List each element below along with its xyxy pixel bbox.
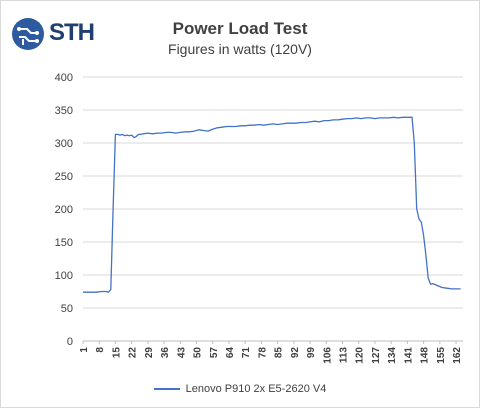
x-tick-label: 22	[128, 347, 139, 359]
line-chart: 0 50 100 150 200 250 300 350 400 1 8 15 22 29 36 43 50 57…	[55, 72, 463, 364]
y-tick-label: 250	[55, 171, 73, 183]
x-tick-label: 85	[274, 347, 285, 359]
x-tick-label: 29	[144, 347, 155, 359]
y-tick-label: 50	[61, 303, 73, 315]
x-tick-label: 162	[452, 347, 463, 364]
x-tick-label: 1	[79, 347, 90, 353]
y-tick-label: 100	[55, 270, 73, 282]
logo-text: STH	[49, 19, 95, 46]
x-tick-label: 155	[436, 347, 447, 364]
x-tick-label: 92	[290, 347, 301, 359]
sth-logo: STH	[11, 17, 95, 53]
x-tick-label: 127	[371, 347, 382, 364]
x-tick-label: 8	[95, 347, 106, 353]
y-tick-label: 300	[55, 138, 73, 150]
x-tick-label: 113	[339, 347, 350, 364]
legend-label: Lenovo P910 2x E5-2620 V4	[185, 383, 327, 395]
y-tick-label: 350	[55, 105, 73, 117]
x-tick-label: 99	[306, 347, 317, 359]
x-tick-label: 36	[160, 347, 171, 359]
x-tick-label: 106	[322, 347, 333, 364]
x-tick-label: 120	[355, 347, 366, 364]
y-tick-label: 0	[67, 336, 73, 348]
x-tick-label: 148	[420, 347, 431, 364]
y-tick-label: 400	[55, 72, 73, 84]
x-tick-label: 134	[387, 347, 398, 364]
x-tick-label: 57	[209, 347, 220, 359]
circuit-logo-icon	[12, 18, 44, 50]
y-tick-label: 200	[55, 204, 73, 216]
chart-subtitle: Figures in watts (120V)	[168, 41, 312, 57]
x-tick-label: 43	[176, 347, 187, 359]
series-line-0	[83, 116, 461, 293]
chart-title: Power Load Test	[172, 19, 308, 38]
y-tick-label: 150	[55, 237, 73, 249]
x-tick-label: 71	[241, 347, 252, 359]
x-tick-label: 64	[225, 347, 236, 359]
x-tick-label: 15	[111, 347, 122, 359]
x-tick-label: 78	[257, 347, 268, 359]
x-tick-label: 141	[403, 347, 414, 364]
legend: Lenovo P910 2x E5-2620 V4	[1, 383, 479, 395]
x-tick-label: 50	[193, 347, 204, 359]
legend-swatch	[153, 388, 180, 391]
